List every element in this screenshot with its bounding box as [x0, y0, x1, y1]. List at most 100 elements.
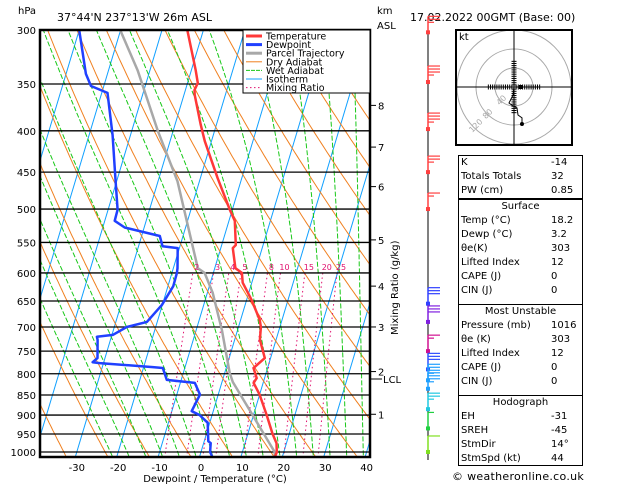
wet-adiabat-line	[128, 30, 264, 457]
dry-adiabat-line	[40, 320, 109, 457]
index-label: CAPE (J)	[461, 271, 502, 282]
wet-adiabat-line	[40, 128, 180, 457]
pressure-tick-label: 800	[17, 370, 36, 381]
wind-barb	[426, 287, 440, 306]
profiles	[77, 30, 279, 457]
index-row: SREH -45	[459, 424, 582, 438]
index-value: -45	[551, 425, 568, 436]
legend-label: Mixing Ratio	[266, 83, 325, 94]
wet-adiabat-line	[40, 217, 147, 457]
index-value: -14	[551, 157, 568, 168]
dewpoint-line	[77, 30, 214, 457]
index-value: 12	[551, 257, 564, 268]
legend-label: Parcel Trajectory	[266, 49, 345, 60]
index-label: θe (K)	[461, 334, 491, 345]
index-row: Dewp (°C) 3.2	[459, 228, 582, 242]
wind-barb	[426, 411, 434, 431]
index-label: θe(K)	[461, 243, 488, 254]
index-row: StmSpd (kt) 44	[459, 452, 582, 466]
wet-adiabat-line	[208, 30, 298, 457]
index-label: Lifted Index	[461, 257, 520, 268]
index-label: Temp (°C)	[461, 215, 511, 226]
dry-adiabat-line	[40, 240, 151, 457]
index-row: θe(K) 303	[459, 242, 582, 256]
pressure-tick-label: 300	[17, 26, 36, 37]
legend-label: Dewpoint	[266, 40, 311, 51]
x-tick-label: 0	[198, 463, 204, 474]
index-value: 0.85	[551, 185, 574, 196]
wind-barbs	[426, 15, 440, 460]
wind-barb	[426, 305, 440, 324]
dry-adiabat-line	[252, 30, 370, 217]
index-value: 14°	[551, 439, 569, 450]
wet-adiabat-line	[289, 30, 331, 457]
panel-title: Most Unstable	[484, 306, 557, 317]
mixing-ratio-label: 8	[269, 263, 274, 272]
dry-adiabat-line	[164, 30, 370, 368]
index-label: K	[461, 157, 468, 168]
index-row: EH -31	[459, 410, 582, 424]
wind-barb	[426, 435, 440, 454]
height-ref-label: ASL	[377, 21, 396, 32]
dry-adiabat-line	[135, 30, 370, 421]
index-label: SREH	[461, 425, 489, 436]
pressure-tick-label: 850	[17, 391, 36, 402]
mixing-ratio-label: 4	[230, 263, 235, 272]
legend-label: Dry Adiabat	[266, 57, 323, 68]
index-value: 0	[551, 376, 558, 387]
lcl-label: LCL	[383, 375, 402, 386]
km-tick-label: 2	[378, 368, 384, 379]
storm-motion-marker	[518, 85, 523, 89]
wind-barb	[426, 392, 440, 412]
pressure-tick-label: 750	[17, 347, 36, 358]
wind-barb	[426, 112, 440, 132]
pressure-tick-label: 650	[17, 297, 36, 308]
index-label: PW (cm)	[461, 185, 504, 196]
wet-adiabat-line	[40, 77, 197, 457]
x-tick-label: 30	[319, 463, 332, 474]
pressure-tick-label: 550	[17, 238, 36, 249]
pressure-tick-label: 450	[17, 168, 36, 179]
km-tick-label: 5	[378, 236, 384, 247]
mixing-ratio-line	[317, 272, 338, 457]
isotherm-line	[74, 30, 204, 457]
index-row: CIN (J) 0	[459, 375, 582, 389]
isotherm-line	[40, 30, 122, 301]
isotherm-line	[40, 30, 80, 163]
pressure-tick-label: 350	[17, 80, 36, 91]
wet-adiabat-line	[40, 258, 130, 457]
dry-adiabat-line	[40, 161, 192, 457]
index-value: 303	[551, 243, 571, 254]
index-value: 303	[551, 334, 571, 345]
dry-adiabat-line	[47, 30, 275, 457]
km-tick-label: 6	[378, 183, 384, 194]
index-value: 18.2	[551, 215, 574, 226]
hodograph-trace	[508, 86, 523, 124]
index-value: -31	[551, 411, 568, 422]
index-row: Lifted Index 12	[459, 256, 582, 270]
height-unit-label: km	[377, 6, 393, 17]
index-label: Dewp (°C)	[461, 229, 513, 240]
x-tick-label: -30	[69, 463, 85, 474]
hodograph-unit-label: kt	[459, 32, 469, 43]
most-unstable-panel: Most Unstable Pressure (mb) 1016 θe (K) 303 L…	[458, 304, 583, 396]
index-row: Lifted Index 12	[459, 347, 582, 361]
index-row: Pressure (mb) 1016	[459, 319, 582, 333]
index-label: Pressure (mb)	[461, 320, 531, 331]
axes: 2 3 4 5 8 10 15 20 25300350400450500550600650700…	[11, 26, 402, 474]
mixing-ratio-axis-title: Mixing Ratio (g/kg)	[390, 240, 401, 335]
index-value: 32	[551, 171, 564, 182]
x-axis-title: Dewpoint / Temperature (°C)	[143, 474, 287, 485]
wet-adiabat-line	[323, 30, 348, 457]
index-label: EH	[461, 411, 475, 422]
index-row: K -14	[459, 156, 582, 170]
wind-barb	[426, 192, 440, 212]
index-value: 12	[551, 348, 564, 359]
legend-label: Wet Adiabat	[266, 66, 324, 77]
index-row: PW (cm) 0.85	[459, 184, 582, 198]
pressure-tick-label: 700	[17, 323, 36, 334]
panel-title: Hodograph	[492, 397, 549, 408]
temperature-line	[186, 30, 279, 457]
index-value: 44	[551, 453, 564, 464]
